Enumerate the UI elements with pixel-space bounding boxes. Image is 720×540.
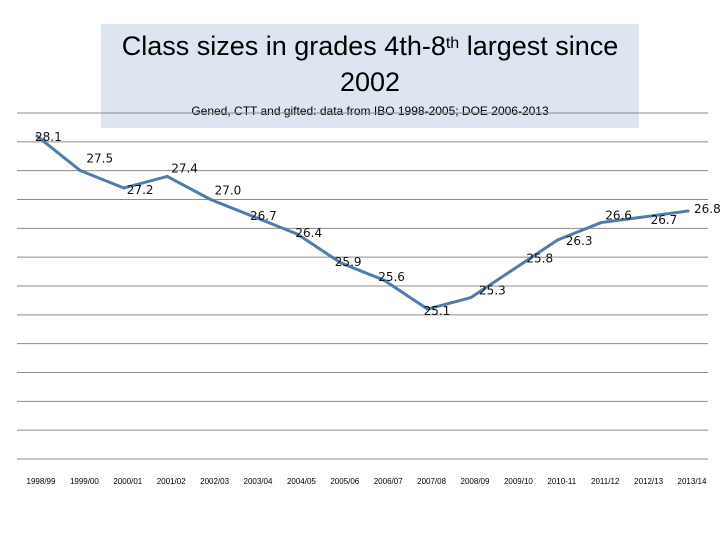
data-point bbox=[35, 134, 39, 138]
data-label: 25.9 bbox=[335, 255, 362, 269]
x-tick-label: 2010-11 bbox=[547, 477, 576, 486]
data-point bbox=[122, 186, 126, 190]
data-point bbox=[556, 238, 560, 242]
x-tick-label: 2001/02 bbox=[157, 477, 186, 486]
data-point bbox=[78, 169, 82, 173]
data-point bbox=[512, 267, 516, 271]
data-point bbox=[426, 307, 430, 311]
title-box bbox=[101, 24, 639, 128]
data-label: 27.0 bbox=[215, 184, 242, 198]
x-tick-label: 2004/05 bbox=[287, 477, 316, 486]
data-label: 26.4 bbox=[295, 226, 322, 240]
data-point bbox=[643, 215, 647, 219]
x-tick-label: 2011/12 bbox=[591, 477, 620, 486]
data-point bbox=[469, 296, 473, 300]
data-label: 25.1 bbox=[424, 304, 451, 318]
data-label: 28.1 bbox=[35, 130, 62, 144]
data-point bbox=[339, 261, 343, 265]
series-line bbox=[35, 134, 690, 311]
data-point bbox=[686, 209, 690, 213]
chart-subtitle: Gened, CTT and gifted: data from IBO 199… bbox=[191, 104, 549, 118]
data-label: 27.2 bbox=[127, 183, 154, 197]
x-tick-label: 2006/07 bbox=[374, 477, 403, 486]
data-label: 25.3 bbox=[479, 284, 506, 298]
data-point bbox=[165, 174, 169, 178]
title-main: Class sizes in grades 4th-8 bbox=[121, 31, 446, 61]
data-label: 27.4 bbox=[171, 161, 198, 175]
x-tick-label: 2008/09 bbox=[461, 477, 490, 486]
x-tick-label: 2007/08 bbox=[417, 477, 446, 486]
x-tick-label: 2000/01 bbox=[113, 477, 142, 486]
data-point bbox=[209, 198, 213, 201]
x-tick-label: 1998/99 bbox=[27, 477, 56, 486]
data-label: 25.8 bbox=[526, 252, 553, 266]
data-point bbox=[599, 221, 603, 225]
x-tick-label: 1999/00 bbox=[70, 477, 99, 486]
data-label: 25.6 bbox=[378, 270, 405, 284]
x-tick-label: 2012/13 bbox=[634, 477, 663, 486]
x-tick-label: 2002/03 bbox=[200, 477, 229, 486]
x-tick-label: 2013/14 bbox=[678, 477, 707, 486]
data-label: 26.8 bbox=[694, 202, 720, 216]
data-label: 26.7 bbox=[651, 213, 678, 227]
data-point bbox=[252, 215, 256, 219]
x-tick-label: 2003/04 bbox=[244, 477, 273, 486]
x-tick-label: 2005/06 bbox=[330, 477, 359, 486]
data-label: 27.5 bbox=[86, 152, 113, 166]
chart-title: Class sizes in grades 4th-8th largest si… bbox=[101, 28, 639, 100]
data-label: 26.3 bbox=[566, 234, 593, 248]
title-superscript: th bbox=[445, 35, 460, 52]
data-label: 26.6 bbox=[605, 209, 632, 223]
title-rest: largest since 2002 bbox=[339, 31, 619, 97]
data-point bbox=[382, 278, 386, 282]
data-label: 26.7 bbox=[250, 209, 277, 223]
x-tick-label: 2009/10 bbox=[504, 477, 533, 486]
data-point bbox=[295, 232, 299, 236]
